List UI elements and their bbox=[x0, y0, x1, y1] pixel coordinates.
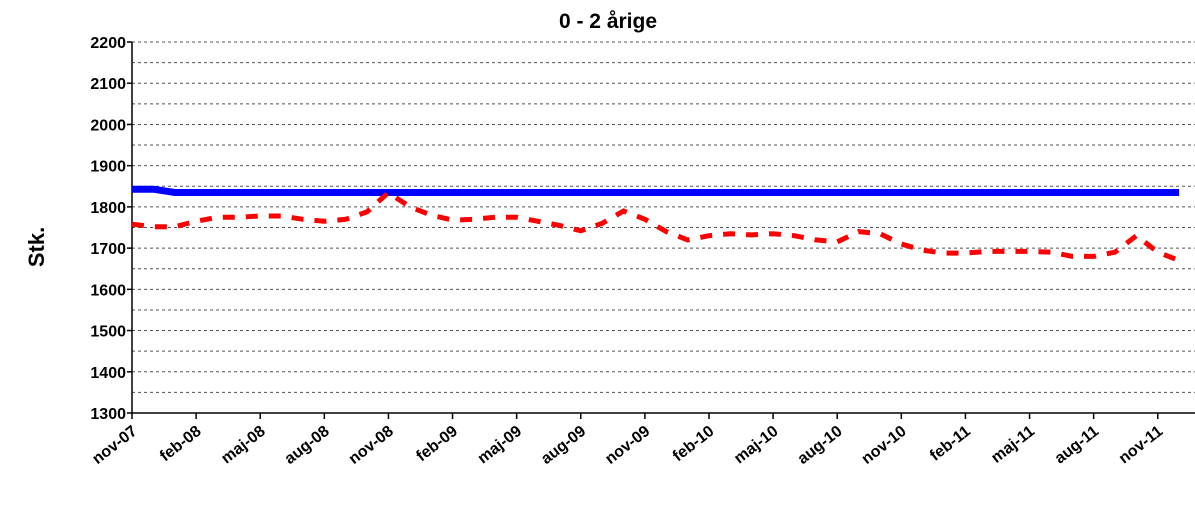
x-tick-label: nov-10 bbox=[859, 423, 910, 468]
series-lines bbox=[131, 185, 1181, 263]
x-tick-label: aug-11 bbox=[1052, 423, 1102, 468]
x-tick-label: maj-08 bbox=[218, 423, 268, 468]
chart-title: 0 - 2 årige bbox=[559, 10, 657, 33]
x-tick-label: feb-10 bbox=[670, 423, 718, 465]
y-axis-label: Stk. bbox=[24, 227, 49, 267]
y-tick-label: 1400 bbox=[90, 365, 126, 382]
y-tick-label: 1800 bbox=[90, 200, 126, 217]
y-axis-ticks: 1300 1400 1500 1600 1700 1800 1900 2000 2100 2200 bbox=[90, 35, 133, 423]
gridlines bbox=[132, 41, 1195, 393]
series-line-1 bbox=[132, 185, 1180, 196]
y-tick-label: 1900 bbox=[90, 159, 126, 176]
x-tick-label: nov-11 bbox=[1116, 423, 1166, 468]
x-tick-label: feb-11 bbox=[927, 423, 974, 465]
x-tick-label: feb-08 bbox=[157, 423, 205, 465]
x-tick-label: maj-10 bbox=[731, 423, 781, 468]
y-tick-label: 1300 bbox=[90, 406, 126, 423]
x-tick-label: aug-09 bbox=[538, 423, 589, 468]
x-tick-label: maj-09 bbox=[475, 423, 525, 468]
y-tick-label: 1500 bbox=[90, 324, 126, 341]
y-tick-label: 1700 bbox=[90, 241, 126, 258]
x-tick-label: feb-09 bbox=[413, 423, 461, 465]
x-tick-label: aug-10 bbox=[795, 423, 846, 468]
x-tick-label: aug-08 bbox=[282, 423, 333, 468]
y-tick-label: 2200 bbox=[90, 35, 126, 52]
y-tick-label: 2000 bbox=[90, 117, 126, 134]
x-tick-label: nov-07 bbox=[89, 423, 140, 468]
y-tick-label: 2100 bbox=[90, 76, 126, 93]
x-tick-label: maj-11 bbox=[988, 423, 1038, 467]
y-tick-label: 1600 bbox=[90, 282, 126, 299]
x-tick-label: nov-09 bbox=[602, 423, 653, 468]
x-axis: nov-07 feb-08 maj-08 aug-08 nov-08 feb-09 maj-… bbox=[89, 412, 1195, 468]
x-tick-label: nov-08 bbox=[346, 423, 397, 468]
series-line-2 bbox=[131, 189, 1181, 263]
